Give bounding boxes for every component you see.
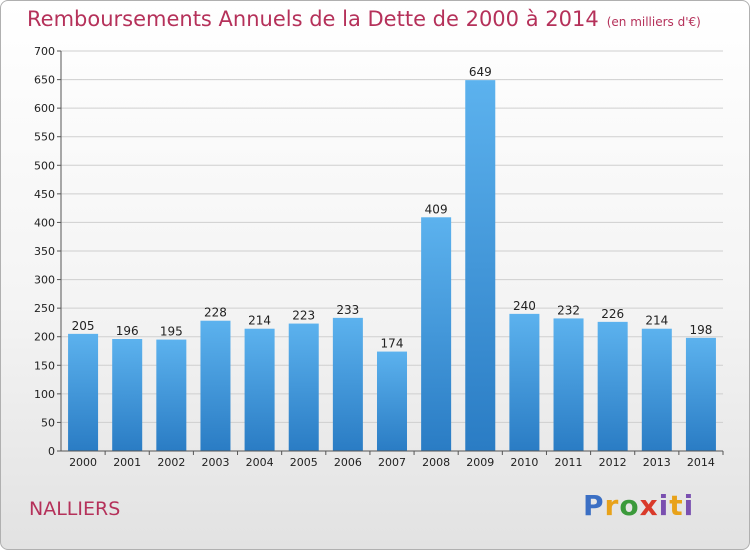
bar-2013 (641, 328, 672, 451)
y-tick-label: 100 (34, 388, 55, 401)
x-tick-label-2004: 2004 (246, 456, 274, 469)
value-label-2002: 195 (160, 325, 183, 339)
bar-2010 (509, 313, 540, 451)
y-tick-label: 250 (34, 302, 55, 315)
x-tick-label-2005: 2005 (290, 456, 318, 469)
x-tick-label-2007: 2007 (378, 456, 406, 469)
bar-2008 (421, 217, 452, 451)
x-tick-label-2009: 2009 (466, 456, 494, 469)
x-tick-label-2003: 2003 (201, 456, 229, 469)
bar-2009 (465, 80, 496, 452)
value-label-2005: 223 (292, 309, 315, 323)
value-label-2004: 214 (248, 314, 271, 328)
y-tick-label: 450 (34, 188, 55, 201)
bar-2005 (288, 323, 319, 451)
value-label-2000: 205 (72, 319, 95, 333)
y-tick-label: 150 (34, 359, 55, 372)
value-label-2014: 198 (689, 323, 712, 337)
bar-2014 (685, 337, 716, 451)
value-label-2009: 649 (469, 65, 492, 79)
x-tick-label-2002: 2002 (157, 456, 185, 469)
bar-2002 (156, 339, 187, 451)
y-tick-label: 200 (34, 331, 55, 344)
bar-2011 (553, 318, 584, 451)
y-tick-label: 400 (34, 216, 55, 229)
x-tick-label-2011: 2011 (555, 456, 583, 469)
value-label-2008: 409 (425, 202, 448, 216)
y-tick-label: 600 (34, 102, 55, 115)
labels: 0 50 100 150 200 250 300 350 400 450 500 550 600 650 7… (34, 45, 715, 469)
y-tick-label: 0 (48, 445, 55, 458)
x-tick-label-2000: 2000 (69, 456, 97, 469)
y-tick-label: 550 (34, 131, 55, 144)
x-tick-label-2010: 2010 (510, 456, 538, 469)
bar-2007 (376, 351, 408, 451)
x-tick-label-2014: 2014 (687, 456, 715, 469)
chart-unit-label: (en milliers d'€) (606, 15, 701, 29)
y-tick-label: 50 (41, 416, 55, 429)
chart-title: Remboursements Annuels de la Dette de 20… (27, 7, 701, 31)
axes (57, 50, 724, 455)
y-tick-label: 350 (34, 245, 55, 258)
value-label-2003: 228 (204, 306, 227, 320)
y-tick-label: 300 (34, 274, 55, 287)
commune-name: NALLIERS (29, 498, 121, 520)
value-label-2013: 214 (645, 314, 668, 328)
x-tick-label-2006: 2006 (334, 456, 362, 469)
proxiti-logo: Proxiti (583, 489, 695, 522)
chart-title-text: Remboursements Annuels de la Dette de 20… (27, 7, 599, 31)
value-label-2011: 232 (557, 303, 580, 317)
value-label-2007: 174 (381, 337, 404, 351)
value-label-2006: 233 (336, 303, 359, 317)
y-tick-label: 500 (34, 159, 55, 172)
y-tick-label: 700 (34, 45, 55, 58)
bar-2003 (200, 320, 231, 451)
value-label-2012: 226 (601, 307, 624, 321)
y-tick-label: 650 (34, 74, 55, 87)
bar-2000 (68, 333, 99, 451)
bars (68, 80, 716, 452)
bar-2004 (244, 328, 275, 451)
x-tick-label-2008: 2008 (422, 456, 450, 469)
bar-2012 (597, 321, 628, 451)
value-label-2001: 196 (116, 324, 139, 338)
x-tick-label-2012: 2012 (599, 456, 627, 469)
x-tick-label-2013: 2013 (643, 456, 671, 469)
value-label-2010: 240 (513, 299, 536, 313)
bar-2006 (332, 317, 363, 451)
x-tick-label-2001: 2001 (113, 456, 141, 469)
bar-2001 (112, 339, 143, 451)
